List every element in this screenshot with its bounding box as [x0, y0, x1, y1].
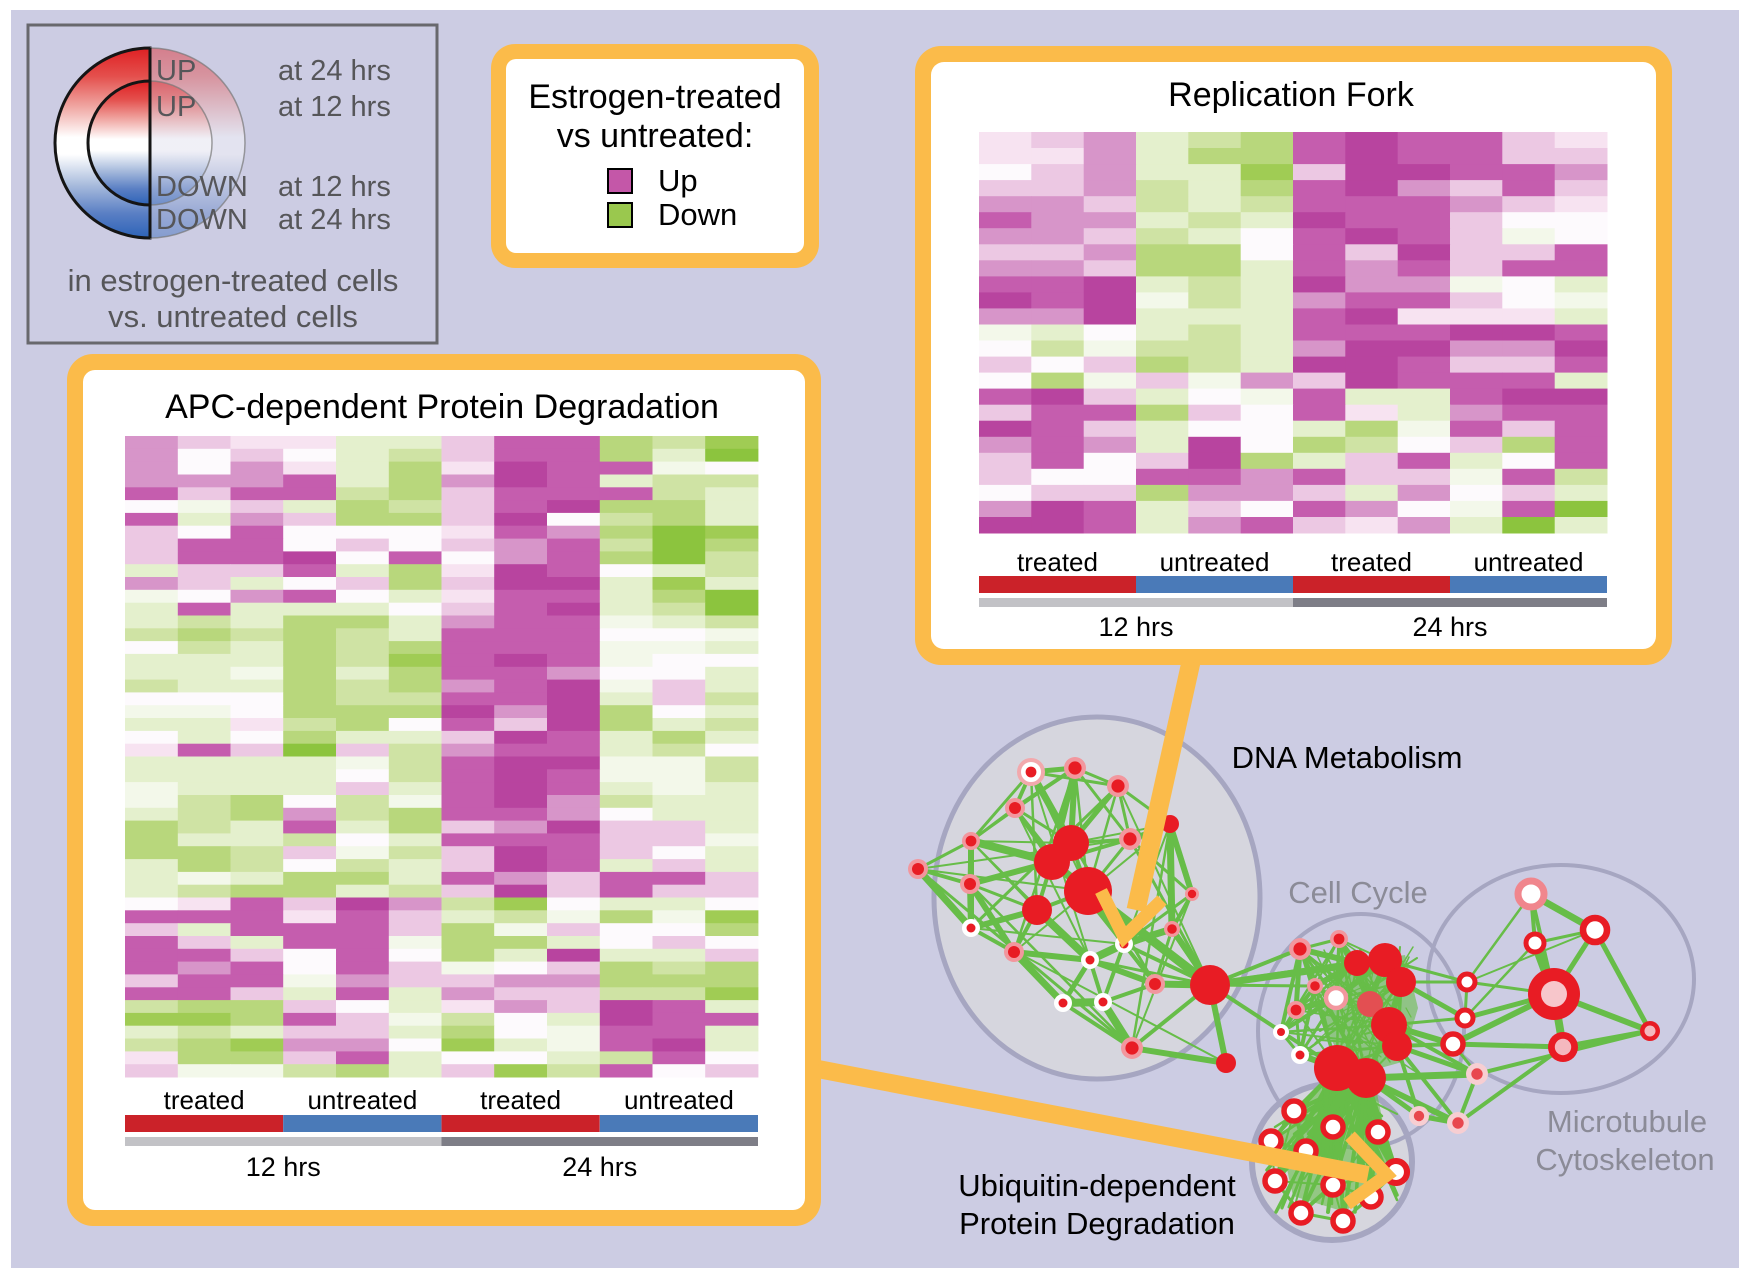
svg-text:at 24 hrs: at 24 hrs [278, 55, 391, 87]
svg-text:at 24 hrs: at 24 hrs [278, 204, 391, 236]
svg-text:treated: treated [1331, 547, 1412, 577]
svg-text:12 hrs: 12 hrs [1098, 612, 1173, 642]
svg-text:12 hrs: 12 hrs [246, 1152, 321, 1182]
svg-text:treated: treated [480, 1085, 561, 1115]
svg-text:vs. untreated cells: vs. untreated cells [108, 299, 358, 334]
svg-text:untreated: untreated [1160, 547, 1270, 577]
svg-text:at 12 hrs: at 12 hrs [278, 91, 391, 123]
svg-text:treated: treated [1017, 547, 1098, 577]
svg-text:Ubiquitin-dependent: Ubiquitin-dependent [958, 1168, 1236, 1203]
svg-text:vs untreated:: vs untreated: [557, 117, 754, 155]
svg-text:untreated: untreated [624, 1085, 734, 1115]
svg-text:in estrogen-treated cells: in estrogen-treated cells [68, 263, 399, 298]
svg-text:Replication Fork: Replication Fork [1168, 76, 1415, 114]
svg-text:Cytoskeleton: Cytoskeleton [1535, 1142, 1714, 1177]
svg-text:DOWN: DOWN [156, 171, 248, 203]
svg-text:treated: treated [164, 1085, 245, 1115]
svg-text:Cell Cycle: Cell Cycle [1288, 875, 1428, 910]
svg-text:untreated: untreated [1474, 547, 1584, 577]
svg-text:UP: UP [156, 55, 196, 87]
svg-text:24 hrs: 24 hrs [1412, 612, 1487, 642]
svg-text:24 hrs: 24 hrs [562, 1152, 637, 1182]
svg-text:untreated: untreated [307, 1085, 417, 1115]
svg-text:APC-dependent Protein Degradat: APC-dependent Protein Degradation [165, 388, 719, 426]
svg-text:at 12 hrs: at 12 hrs [278, 171, 391, 203]
svg-text:Microtubule: Microtubule [1547, 1104, 1707, 1139]
svg-text:Estrogen-treated: Estrogen-treated [528, 78, 781, 116]
svg-text:UP: UP [156, 91, 196, 123]
svg-text:DNA Metabolism: DNA Metabolism [1232, 740, 1463, 775]
svg-text:Protein Degradation: Protein Degradation [959, 1206, 1235, 1241]
svg-text:Down: Down [658, 197, 737, 232]
svg-text:Up: Up [658, 163, 698, 198]
svg-text:DOWN: DOWN [156, 204, 248, 236]
